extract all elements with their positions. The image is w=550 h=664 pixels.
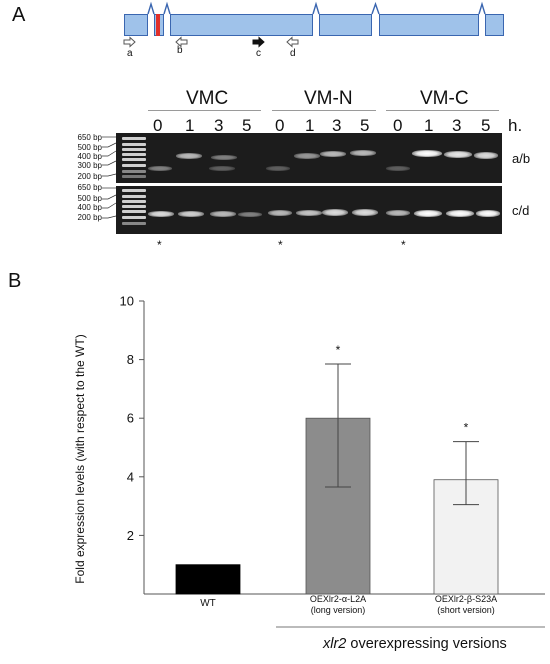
y-tick-label: 8 — [127, 352, 134, 367]
intron-lines — [147, 1, 486, 15]
x-axis-title-rest: overexpressing versions — [346, 636, 507, 652]
lane-label-vmn-0: 0 — [275, 116, 285, 135]
lane-label-vmc-5: 5 — [242, 116, 252, 135]
lane-label-vmc2-0: 0 — [393, 116, 403, 135]
gel2-band — [322, 209, 348, 216]
primer-c-arrow — [252, 36, 265, 48]
gel1-band — [294, 153, 320, 159]
y-tick-label: 10 — [120, 294, 134, 309]
lane-label-vmc2-5: 5 — [481, 116, 491, 135]
exon-5 — [379, 14, 479, 36]
ladder-label-400: 400 bp — [77, 203, 102, 212]
gel1-band — [474, 152, 498, 159]
gel1-band — [148, 166, 172, 171]
significance-star-vm-n: * — [278, 238, 283, 252]
lane-label-vmc2-1: 1 — [424, 116, 434, 135]
ladder-ticks-gel2 — [102, 187, 117, 219]
y-tick-label: 2 — [127, 528, 134, 543]
x-axis-title: xlr2 overexpressing versions — [323, 636, 507, 652]
lane-label-vmn-1: 1 — [305, 116, 315, 135]
primer-d-label: d — [290, 48, 296, 59]
gel2-band — [386, 210, 410, 216]
y-tick-label: 6 — [127, 411, 134, 426]
gel2-band — [210, 211, 236, 217]
ladder-label-650: 650 bp — [77, 183, 102, 192]
gel-c-d — [116, 186, 502, 234]
gel1-primer-label: a/b — [512, 151, 531, 166]
x-category-label: (short version) — [437, 605, 495, 615]
exon-1 — [124, 14, 148, 36]
bar — [175, 564, 241, 595]
gel1-band — [176, 153, 202, 159]
gel1-band — [266, 166, 290, 171]
ladder-label-400: 400 bp — [77, 152, 102, 161]
gel1-band — [444, 151, 472, 158]
group-line-vm-n — [272, 110, 376, 111]
primer-b-label: b — [177, 45, 183, 56]
lane-label-vmc-3: 3 — [214, 116, 224, 135]
gel-a-b — [116, 133, 502, 183]
lane-label-vmc2-3: 3 — [452, 116, 462, 135]
panel-b-label: B — [8, 270, 22, 292]
gel1-band — [350, 150, 376, 156]
bar-significance-star: * — [464, 421, 469, 435]
x-category-label: WT — [200, 598, 216, 609]
time-unit-label: h. — [508, 116, 523, 135]
primer-c-label: c — [256, 48, 261, 59]
gel2-band — [268, 210, 292, 216]
bar-significance-star: * — [336, 343, 341, 357]
x-axis-title-italic: xlr2 — [323, 636, 347, 652]
ladder-label-500: 500 bp — [77, 194, 102, 203]
gel1-band — [386, 166, 410, 171]
primer-a-label: a — [127, 48, 133, 59]
group-label-vm-c: VM-C — [420, 88, 469, 109]
primer-a-arrow — [123, 36, 136, 48]
ladder-label-650: 650 bp — [77, 133, 102, 142]
significance-star-vm-c: * — [401, 238, 406, 252]
ladder-label-200: 200 bp — [77, 213, 102, 222]
mutation-marker — [156, 14, 160, 36]
x-category-label: OEXlr2-α-L2A — [310, 594, 366, 604]
ladder-label-300: 300 bp — [77, 161, 102, 170]
group-line-vmc — [148, 110, 261, 111]
gel2-band — [148, 211, 174, 217]
group-label-vmc: VMC — [186, 88, 229, 109]
gel1-band — [211, 155, 237, 160]
gel1-band — [412, 150, 442, 157]
panel-a-label: A — [12, 4, 26, 26]
y-tick-label: 4 — [127, 469, 134, 484]
ladder-ticks-gel1 — [102, 136, 117, 177]
significance-star-vmc: * — [157, 238, 162, 252]
primer-b-arrow — [175, 36, 188, 48]
gel1-band — [320, 151, 346, 157]
ladder-label-200: 200 bp — [77, 172, 102, 181]
gel2-band — [296, 210, 322, 216]
x-category-label: (long version) — [311, 605, 366, 615]
exon-3 — [170, 14, 313, 36]
lane-label-vmc-1: 1 — [185, 116, 195, 135]
lane-label-vmn-5: 5 — [360, 116, 370, 135]
gel2-band — [414, 210, 442, 217]
primer-d-arrow — [286, 36, 299, 48]
exon-4 — [319, 14, 372, 36]
gel2-primer-label: c/d — [512, 203, 530, 218]
lane-label-vmc-0: 0 — [153, 116, 163, 135]
x-category-label: OEXlr2-β-S23A — [435, 594, 497, 604]
exon-6 — [485, 14, 504, 36]
gel2-band — [238, 212, 262, 217]
group-label-vm-n: VM-N — [304, 88, 353, 109]
gel2-band — [446, 210, 474, 217]
gel2-band — [352, 209, 378, 216]
group-line-vm-c — [386, 110, 499, 111]
lane-label-vmn-3: 3 — [332, 116, 342, 135]
primer-arrows — [123, 36, 299, 48]
y-axis-label: Fold expression levels (with respect to … — [73, 334, 87, 584]
gel1-band — [209, 166, 235, 171]
gel2-band — [476, 210, 500, 217]
gel2-band — [178, 211, 204, 217]
ladder-label-500: 500 bp — [77, 143, 102, 152]
